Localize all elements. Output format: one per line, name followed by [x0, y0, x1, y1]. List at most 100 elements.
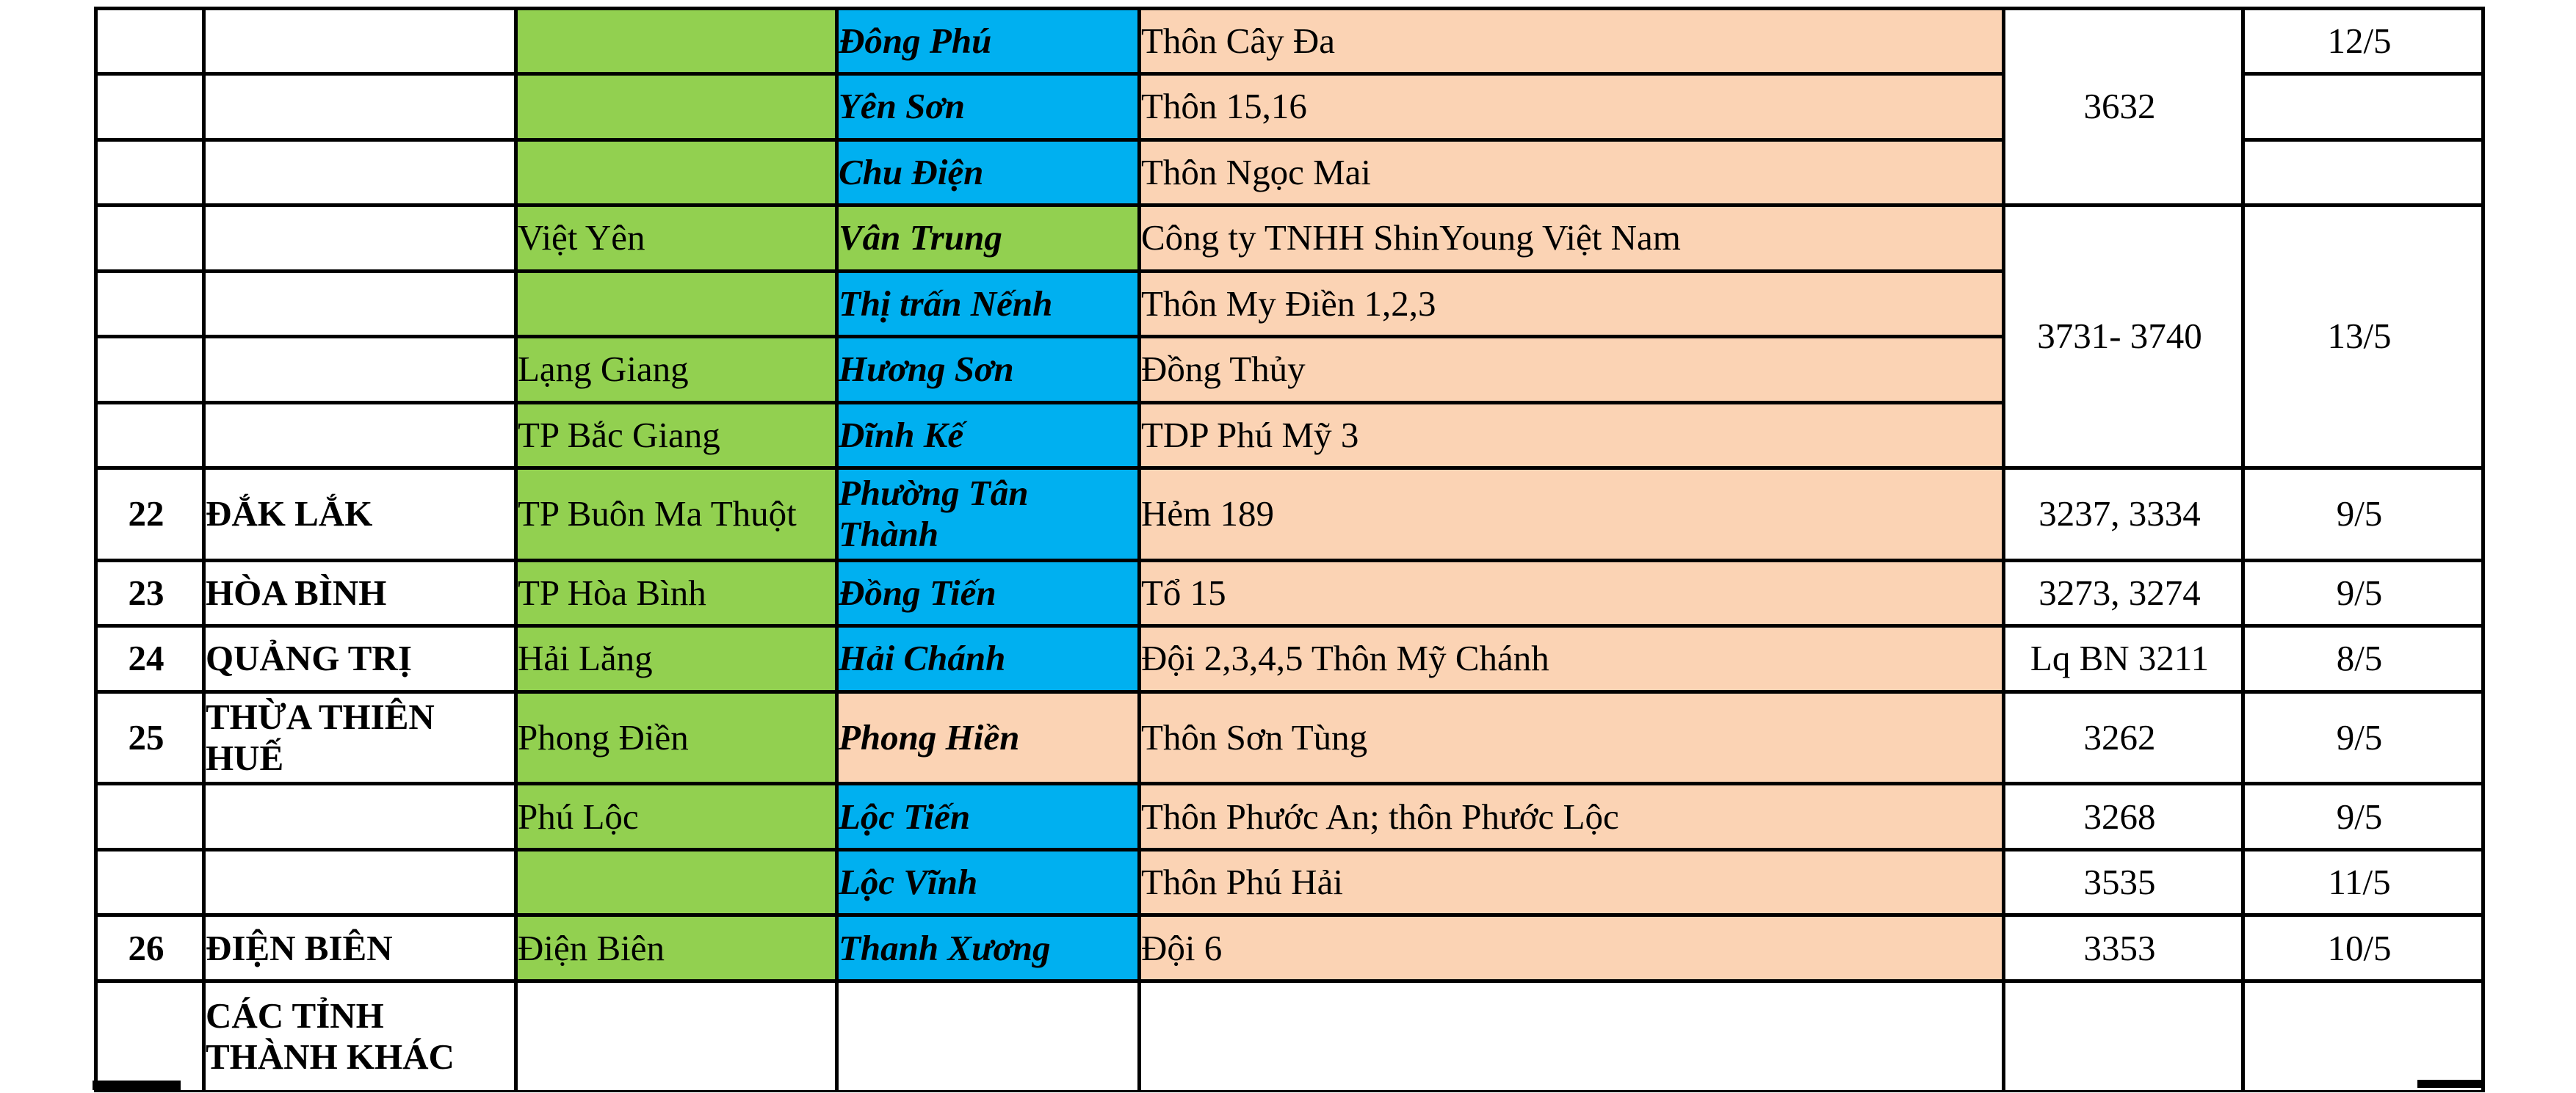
- commune-cell: Dĩnh Kế: [835, 401, 1141, 470]
- index-cell: [94, 269, 206, 338]
- district-cell: [514, 138, 839, 207]
- commune-cell: Yên Sơn: [835, 72, 1141, 142]
- district-cell: TP Bắc Giang: [514, 401, 839, 470]
- location-cell: Đội 2,3,4,5 Thôn Mỹ Chánh: [1137, 623, 2005, 694]
- table-row: Thị trấn Nếnh Thôn My Điền 1,2,3: [94, 269, 2483, 338]
- date-cell: 9/5: [2241, 558, 2485, 628]
- province-cell: [202, 848, 518, 918]
- index-cell: [94, 7, 206, 76]
- commune-cell: Đồng Tiến: [835, 558, 1141, 628]
- commune-cell: Phường Tân Thành: [835, 466, 1141, 562]
- location-cell: Tổ 15: [1137, 558, 2005, 628]
- index-cell: [94, 979, 206, 1093]
- case-number-cell: 3731- 3740: [2002, 203, 2245, 470]
- district-cell: Việt Yên: [514, 203, 839, 273]
- province-cell: HÒA BÌNH: [202, 558, 518, 628]
- index-cell: 24: [94, 623, 206, 694]
- province-cell: [202, 72, 518, 142]
- table-row: 26 ĐIỆN BIÊN Điện Biên Thanh Xương Đội 6 3353…: [94, 913, 2485, 984]
- province-cell: [202, 269, 518, 338]
- district-cell: Hải Lăng: [514, 623, 839, 694]
- index-cell: 22: [94, 466, 206, 562]
- commune-cell: Hải Chánh: [835, 623, 1141, 694]
- province-cell: ĐIỆN BIÊN: [202, 913, 518, 984]
- location-cell: Đồng Thủy: [1137, 335, 2005, 404]
- province-cell: [202, 335, 518, 404]
- province-cell: ĐẮK LẮK: [202, 466, 518, 562]
- index-cell: [94, 401, 206, 470]
- district-cell: Điện Biên: [514, 913, 839, 984]
- commune-cell: Chu Điện: [835, 138, 1141, 207]
- case-number-cell: 3353: [2002, 913, 2245, 984]
- district-cell: [514, 72, 839, 142]
- table-row: CÁC TỈNH THÀNH KHÁC: [94, 979, 2485, 1093]
- commune-cell: Hương Sơn: [835, 335, 1141, 404]
- location-cell: Thôn Ngọc Mai: [1137, 138, 2005, 207]
- table-row: 24 QUẢNG TRỊ Hải Lăng Hải Chánh Đội 2,3,4,5 …: [94, 623, 2485, 694]
- index-cell: [94, 203, 206, 273]
- district-cell: [514, 979, 839, 1093]
- location-cell: Thôn My Điền 1,2,3: [1137, 269, 2005, 338]
- location-cell: Thôn Cây Đa: [1137, 7, 2005, 76]
- commune-cell: [835, 979, 1141, 1093]
- index-cell: [94, 138, 206, 207]
- case-number-cell: Lq BN 3211: [2002, 623, 2245, 694]
- district-cell: Phong Điền: [514, 689, 839, 786]
- clipped-next-row-border-right: [2417, 1080, 2483, 1088]
- case-number-cell: 3237, 3334: [2002, 466, 2245, 562]
- index-cell: [94, 782, 206, 852]
- location-cell: Công ty TNHH ShinYoung Việt Nam: [1137, 203, 2005, 273]
- date-cell: 8/5: [2241, 623, 2485, 694]
- table-body: Đông Phú Thôn Cây Đa 3632 12/5 Yên Sơn Thôn 1…: [94, 7, 2485, 1093]
- commune-cell: Thanh Xương: [835, 913, 1141, 984]
- case-number-cell: 3262: [2002, 689, 2245, 786]
- case-number-cell: 3632: [2002, 7, 2245, 207]
- commune-cell: Đông Phú: [835, 7, 1141, 76]
- province-cell: [202, 782, 518, 852]
- commune-cell: Vân Trung: [835, 203, 1141, 273]
- case-number-cell: [2002, 979, 2245, 1093]
- date-cell: [2241, 138, 2485, 207]
- table-row: 23 HÒA BÌNH TP Hòa Bình Đồng Tiến Tổ 15 3273,…: [94, 558, 2485, 628]
- district-cell: TP Buôn Ma Thuột: [514, 466, 839, 562]
- case-number-cell: 3535: [2002, 848, 2245, 918]
- table-row: Lộc Vĩnh Thôn Phú Hải 3535 11/5: [94, 848, 2485, 918]
- table-row: Chu Điện Thôn Ngọc Mai: [94, 138, 2485, 207]
- province-cell: [202, 203, 518, 273]
- location-cell: Thôn Phước An; thôn Phước Lộc: [1137, 782, 2005, 852]
- table-row: Lạng Giang Hương Sơn Đồng Thủy: [94, 335, 2483, 404]
- table-sheet: Đông Phú Thôn Cây Đa 3632 12/5 Yên Sơn Thôn 1…: [94, 7, 2485, 1093]
- index-cell: 26: [94, 913, 206, 984]
- index-cell: 25: [94, 689, 206, 786]
- district-cell: [514, 848, 839, 918]
- index-cell: [94, 335, 206, 404]
- date-cell: 11/5: [2241, 848, 2485, 918]
- district-cell: [514, 7, 839, 76]
- index-cell: [94, 72, 206, 142]
- date-cell: [2241, 979, 2485, 1093]
- location-cell: Hẻm 189: [1137, 466, 2005, 562]
- commune-cell: Lộc Vĩnh: [835, 848, 1141, 918]
- location-cell: [1137, 979, 2005, 1093]
- case-number-cell: 3268: [2002, 782, 2245, 852]
- date-cell: [2241, 72, 2485, 142]
- province-cell: [202, 401, 518, 470]
- district-cell: TP Hòa Bình: [514, 558, 839, 628]
- district-cell: Phú Lộc: [514, 782, 839, 852]
- province-cell: [202, 138, 518, 207]
- province-cell: THỪA THIÊN HUẾ: [202, 689, 518, 786]
- table-row: Yên Sơn Thôn 15,16: [94, 72, 2485, 142]
- date-cell: 10/5: [2241, 913, 2485, 984]
- table-row: 25 THỪA THIÊN HUẾ Phong Điền Phong Hiền Thôn…: [94, 689, 2485, 786]
- date-cell: 13/5: [2241, 203, 2485, 470]
- case-number-cell: 3273, 3274: [2002, 558, 2245, 628]
- date-cell: 9/5: [2241, 466, 2485, 562]
- location-cell: Thôn 15,16: [1137, 72, 2005, 142]
- table-row: Việt Yên Vân Trung Công ty TNHH ShinYoung …: [94, 203, 2485, 470]
- location-cell: Đội 6: [1137, 913, 2005, 984]
- province-cell: QUẢNG TRỊ: [202, 623, 518, 694]
- table-row: Đông Phú Thôn Cây Đa 3632 12/5: [94, 7, 2485, 207]
- commune-cell: Lộc Tiến: [835, 782, 1141, 852]
- district-cell: Lạng Giang: [514, 335, 839, 404]
